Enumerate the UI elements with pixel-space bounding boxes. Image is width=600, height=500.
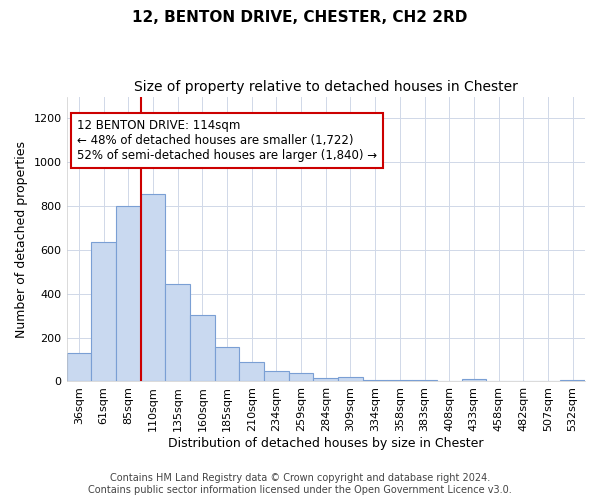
X-axis label: Distribution of detached houses by size in Chester: Distribution of detached houses by size … (168, 437, 484, 450)
Bar (140, 194, 165, 382)
Y-axis label: Number of detached properties: Number of detached properties (15, 140, 28, 338)
Text: 12 BENTON DRIVE: 114sqm
← 48% of detached houses are smaller (1,722)
52% of semi: 12 BENTON DRIVE: 114sqm ← 48% of detache… (77, 120, 377, 162)
Bar (91, 242, 116, 382)
Bar (560, 380, 585, 382)
Bar (388, 380, 412, 382)
Bar (461, 380, 486, 382)
Bar (165, 284, 190, 382)
Bar (190, 314, 215, 382)
Bar (313, 378, 338, 382)
Bar (289, 373, 313, 382)
Bar (239, 362, 264, 382)
Bar (338, 377, 363, 382)
Text: 12, BENTON DRIVE, CHESTER, CH2 2RD: 12, BENTON DRIVE, CHESTER, CH2 2RD (133, 10, 467, 25)
Bar (67, 353, 91, 382)
Bar (264, 370, 289, 382)
Text: Contains HM Land Registry data © Crown copyright and database right 2024.
Contai: Contains HM Land Registry data © Crown c… (88, 474, 512, 495)
Bar (215, 348, 239, 382)
Bar (116, 206, 140, 382)
Bar (412, 380, 437, 382)
Title: Size of property relative to detached houses in Chester: Size of property relative to detached ho… (134, 80, 518, 94)
Bar (363, 380, 388, 382)
